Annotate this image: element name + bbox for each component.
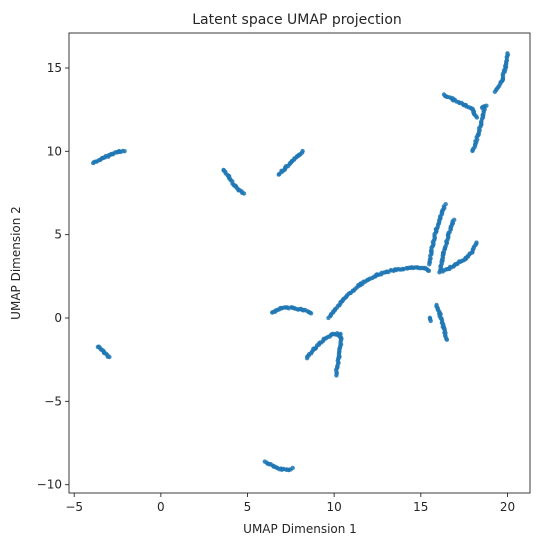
data-point xyxy=(241,191,247,196)
plot-frame xyxy=(68,32,531,494)
y-tick-label: 10 xyxy=(47,144,62,158)
data-point xyxy=(426,268,432,273)
chart-title: Latent space UMAP projection xyxy=(192,12,402,28)
x-tick-label: 5 xyxy=(244,500,252,514)
data-point xyxy=(428,318,433,324)
data-point xyxy=(290,465,295,471)
data-point xyxy=(444,337,450,342)
y-tick-label: −5 xyxy=(44,394,62,408)
y-axis-label: UMAP Dimension 2 xyxy=(9,206,23,320)
y-axis-ticks: −10 −5 0 5 10 15 xyxy=(37,61,69,492)
x-tick-label: 20 xyxy=(500,500,515,514)
x-tick-label: 10 xyxy=(327,500,342,514)
data-point xyxy=(443,202,448,207)
data-point xyxy=(474,115,480,120)
x-tick-label: 15 xyxy=(413,500,428,514)
data-point xyxy=(484,103,489,108)
x-tick-label: −5 xyxy=(65,500,83,514)
y-tick-label: 15 xyxy=(47,61,62,75)
y-tick-label: 5 xyxy=(54,228,62,242)
data-point xyxy=(107,354,112,360)
data-point xyxy=(452,217,457,222)
y-tick-label: −10 xyxy=(37,478,62,492)
data-point xyxy=(335,331,340,336)
y-tick-label: 0 xyxy=(54,311,62,325)
data-point xyxy=(300,148,305,154)
data-point xyxy=(308,311,314,316)
x-axis-ticks: −5 0 5 10 15 20 xyxy=(65,493,515,514)
x-axis-label: UMAP Dimension 1 xyxy=(243,522,357,536)
data-point xyxy=(474,240,479,245)
data-point xyxy=(505,51,510,56)
data-point xyxy=(122,149,127,154)
x-tick-label: 0 xyxy=(157,500,165,514)
data-points xyxy=(91,51,511,473)
